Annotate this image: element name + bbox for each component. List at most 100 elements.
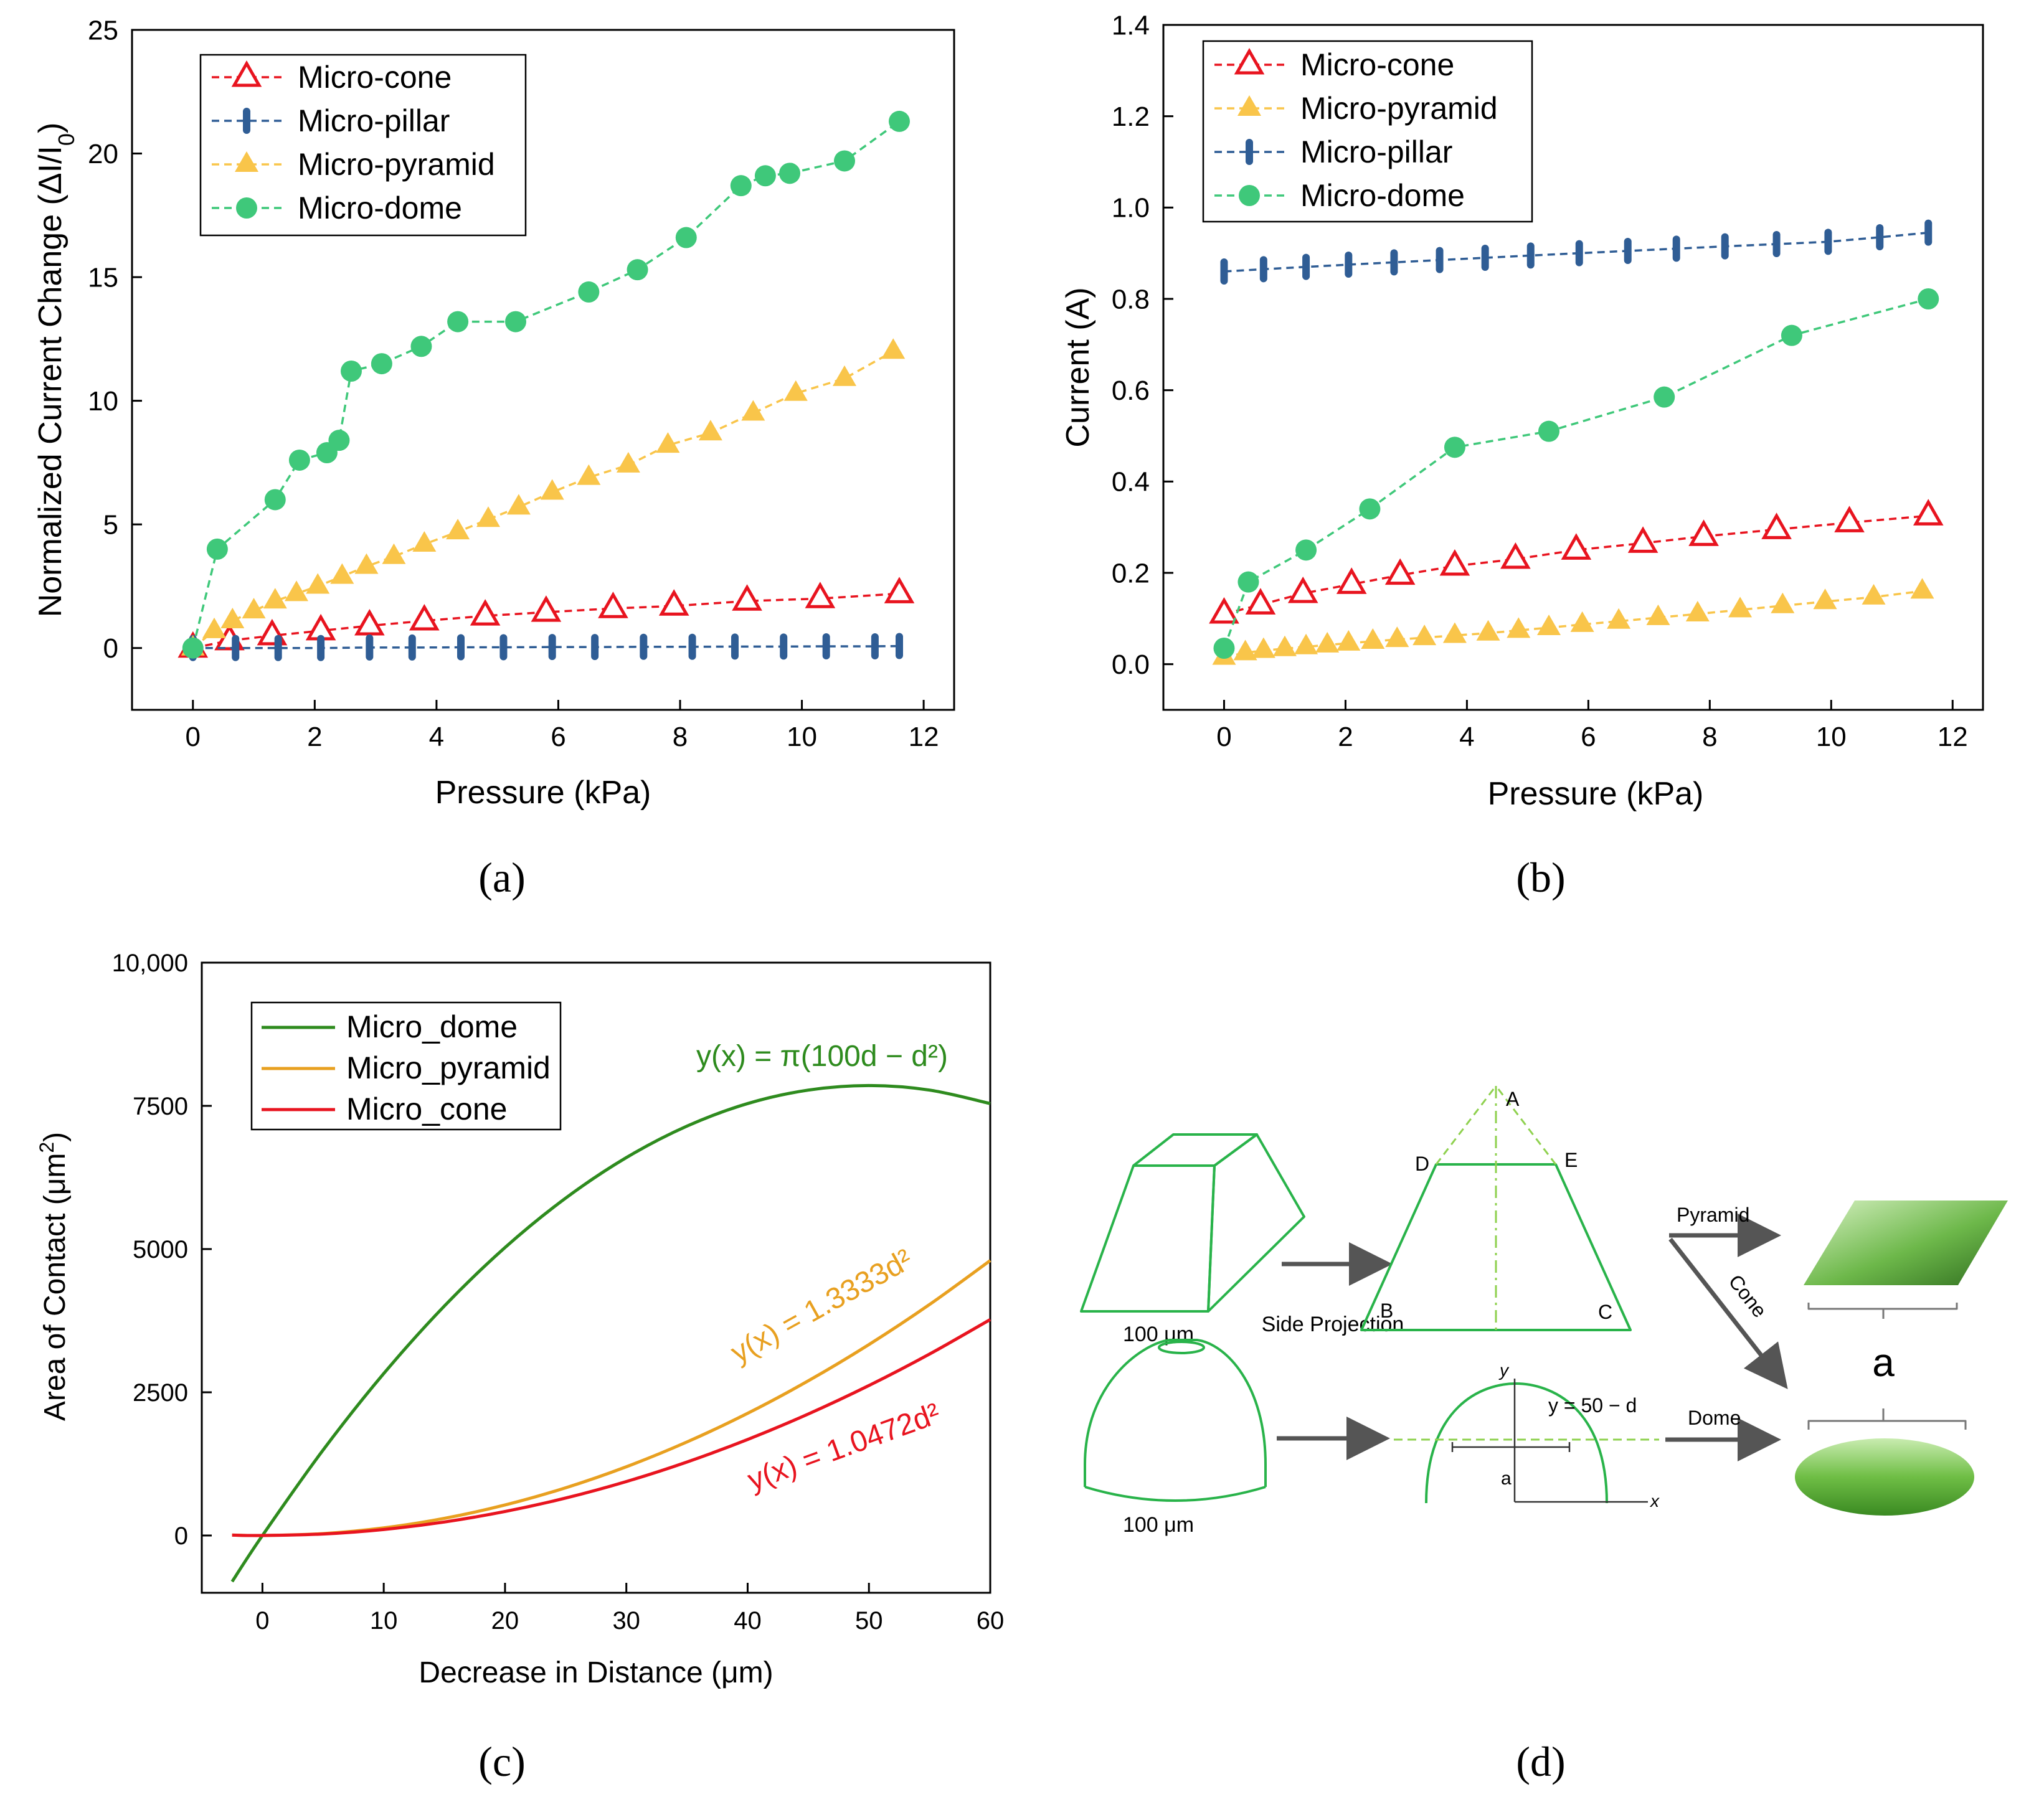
axis-ticks-b: 0 2 4 6 8 10 12 0.0 0.2 0.4 0.6 0.8 1.0 1.2 1.4 bbox=[1112, 10, 1968, 752]
legend-label-c-micro-dome: Micro_dome bbox=[346, 1009, 518, 1044]
x-tick-label-c-2: 20 bbox=[491, 1607, 519, 1635]
point-b-micro-pillar-0 bbox=[1220, 258, 1228, 285]
point-a-micro-dome-18 bbox=[889, 110, 910, 132]
point-E-label: E bbox=[1564, 1149, 1578, 1171]
point-b-micro-pyramid-7 bbox=[1361, 628, 1385, 649]
dome-shape bbox=[1084, 1339, 1267, 1502]
y-axis-label-b: Current (A) bbox=[1060, 287, 1096, 447]
y-tick-label-b-5: 1.0 bbox=[1112, 193, 1150, 224]
point-b-micro-pillar-13 bbox=[1824, 229, 1832, 255]
point-a-micro-pyramid-7 bbox=[330, 563, 354, 584]
y-tick-label-b-1: 0.2 bbox=[1112, 558, 1150, 588]
point-b-micro-cone-4 bbox=[1384, 558, 1416, 585]
point-b-micro-pyramid-19 bbox=[1771, 592, 1795, 613]
point-a-micro-cone-12 bbox=[884, 577, 915, 603]
legend-label-a-micro-pyramid: Micro-pyramid bbox=[298, 147, 495, 182]
point-D-label: D bbox=[1415, 1153, 1429, 1175]
point-a-micro-pyramid-10 bbox=[412, 531, 437, 552]
point-a-micro-pillar-10 bbox=[640, 633, 648, 660]
point-b-micro-pillar-11 bbox=[1721, 233, 1729, 260]
point-b-micro-dome-4 bbox=[1444, 436, 1465, 458]
point-b-micro-pyramid-9 bbox=[1412, 625, 1437, 646]
y-axis-label-c: Area of Contact (μm2) bbox=[35, 1132, 72, 1421]
y-tick-label-c-2: 5000 bbox=[133, 1236, 188, 1263]
point-b-micro-pyramid-4 bbox=[1294, 633, 1318, 654]
equation-cone: y(x) = 1.0472d² bbox=[744, 1397, 945, 1498]
point-a-micro-dome-7 bbox=[371, 353, 392, 375]
axis-y-label: y bbox=[1498, 1361, 1510, 1380]
point-a-micro-dome-6 bbox=[341, 360, 362, 382]
point-a-micro-pyramid-3 bbox=[242, 598, 266, 619]
chart-panel-c: 0 10 20 30 40 50 60 0 2500 5000 7500 10,000 Decreas… bbox=[35, 950, 1004, 1785]
point-b-micro-pyramid-17 bbox=[1685, 601, 1710, 621]
trapezoid-projection bbox=[1360, 1085, 1632, 1331]
diagram-panel-d: 100 μm 100 μm Side Projection A D E B C bbox=[1080, 1085, 2008, 1785]
y-axis-label-a: Normalized Current Change (ΔI/I0) bbox=[32, 123, 79, 618]
point-b-micro-pillar-9 bbox=[1624, 238, 1632, 264]
x-tick-label-a-0: 0 bbox=[186, 722, 201, 752]
point-b-micro-cone-12 bbox=[1913, 499, 1944, 526]
point-a-micro-pillar-6 bbox=[457, 634, 465, 661]
point-a-micro-pyramid-22 bbox=[881, 338, 906, 359]
legend-marker-b-micro-cone bbox=[1234, 47, 1265, 75]
point-a-micro-pillar-8 bbox=[548, 634, 556, 661]
point-a-micro-dome-11 bbox=[578, 281, 600, 303]
legend-label-b-micro-dome: Micro-dome bbox=[1300, 178, 1465, 213]
axis-x-label: x bbox=[1649, 1491, 1660, 1511]
x-tick-label-a-6: 12 bbox=[909, 722, 939, 752]
point-b-micro-cone-3 bbox=[1336, 567, 1367, 594]
point-a-micro-cone-8 bbox=[598, 592, 628, 618]
point-b-micro-cone-10 bbox=[1761, 512, 1792, 539]
point-b-micro-pyramid-20 bbox=[1813, 588, 1837, 610]
point-a-micro-pillar-9 bbox=[591, 634, 599, 661]
point-b-micro-pyramid-11 bbox=[1476, 620, 1500, 641]
x-axis-label-c: Decrease in Distance (μm) bbox=[419, 1656, 773, 1689]
panel-label-d: (d) bbox=[1516, 1738, 1565, 1785]
point-b-micro-pillar-7 bbox=[1526, 242, 1535, 269]
legend-label-c-micro-cone: Micro_cone bbox=[346, 1092, 507, 1126]
point-a-micro-pyramid-12 bbox=[476, 506, 500, 527]
series-group-c bbox=[230, 1083, 991, 1583]
point-a-micro-pillar-2 bbox=[274, 634, 282, 661]
axis-ticks-c: 0 10 20 30 40 50 60 0 2500 5000 7500 10,000 bbox=[112, 950, 1005, 1635]
point-b-micro-pillar-10 bbox=[1672, 235, 1680, 262]
y-tick-label-a-1: 5 bbox=[103, 510, 118, 540]
legend-marker-a-micro-cone bbox=[231, 60, 262, 87]
point-a-micro-cone-4 bbox=[354, 608, 385, 636]
point-a-micro-pyramid-6 bbox=[306, 573, 330, 594]
point-a-micro-pyramid-1 bbox=[202, 617, 226, 638]
legend-label-a-micro-dome: Micro-dome bbox=[298, 191, 462, 225]
point-a-micro-pillar-12 bbox=[731, 633, 739, 660]
legend-marker-b-micro-pillar bbox=[1246, 139, 1253, 165]
point-b-micro-pillar-6 bbox=[1481, 245, 1489, 271]
point-b-micro-pillar-14 bbox=[1876, 224, 1884, 250]
panel-label-a: (a) bbox=[478, 854, 525, 901]
x-tick-label-b-5: 10 bbox=[1816, 722, 1847, 752]
point-b-micro-dome-5 bbox=[1538, 420, 1560, 442]
x-tick-label-a-4: 8 bbox=[673, 722, 688, 752]
side-projection-label: Side Projection bbox=[1262, 1313, 1404, 1336]
point-a-micro-dome-15 bbox=[754, 165, 776, 187]
point-b-micro-pyramid-15 bbox=[1607, 608, 1631, 629]
legend-label-c-micro-pyramid: Micro_pyramid bbox=[346, 1050, 551, 1085]
point-a-micro-pillar-4 bbox=[366, 634, 374, 661]
curve-c-micro-pyramid bbox=[232, 1259, 991, 1537]
point-a-micro-cone-11 bbox=[805, 582, 836, 608]
legend-marker-a-micro-pyramid bbox=[235, 151, 258, 172]
point-a-micro-dome-9 bbox=[447, 311, 469, 333]
dome-line-equation: y = 50 − d bbox=[1548, 1394, 1637, 1417]
x-tick-label-b-6: 12 bbox=[1938, 722, 1968, 752]
y-tick-label-b-4: 0.8 bbox=[1112, 284, 1150, 314]
legend-a: Micro-cone Micro-pillar Micro-pyramid Micro… bbox=[212, 60, 495, 225]
legend-marker-b-micro-dome bbox=[1239, 185, 1260, 206]
point-a-micro-dome-17 bbox=[834, 150, 855, 172]
y-tick-label-a-5: 25 bbox=[88, 15, 118, 45]
arrow-cone bbox=[1668, 1237, 1788, 1390]
point-b-micro-dome-0 bbox=[1213, 638, 1235, 659]
point-a-micro-cone-10 bbox=[732, 584, 762, 611]
point-a-micro-pillar-15 bbox=[871, 633, 879, 659]
y-tick-label-c-4: 10,000 bbox=[112, 950, 188, 977]
legend-label-a-micro-pillar: Micro-pillar bbox=[298, 103, 450, 138]
bracket-top bbox=[1807, 1303, 1958, 1319]
x-tick-label-c-4: 40 bbox=[734, 1607, 762, 1635]
